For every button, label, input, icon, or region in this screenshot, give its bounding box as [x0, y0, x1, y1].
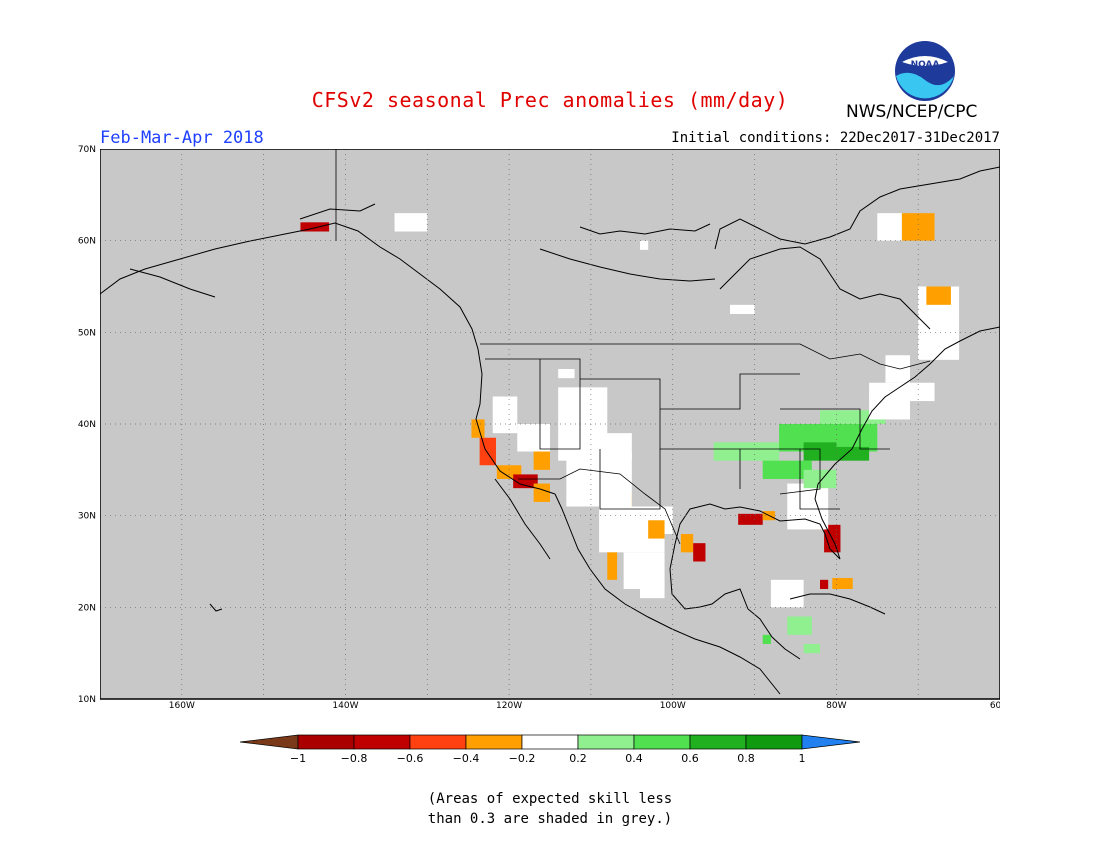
lat-tick-label: 40N [78, 420, 96, 430]
anomaly-region [713, 442, 780, 461]
colorbar-tick-label: 0.2 [569, 752, 587, 765]
lat-tick-label: 70N [78, 145, 96, 155]
lon-tick-label: 100W [660, 701, 686, 709]
colorbar-box [409, 734, 467, 750]
anomaly-region [869, 396, 910, 420]
anomaly-region [517, 424, 550, 452]
anomaly-region [640, 579, 665, 599]
anomaly-region [607, 552, 618, 580]
skill-note-line1: (Areas of expected skill less [427, 791, 673, 807]
anomaly-region [558, 369, 575, 379]
anomaly-region [762, 460, 812, 479]
colorbar-low-triangle [239, 734, 299, 750]
anomaly-region [926, 286, 951, 305]
anomaly-region [770, 579, 804, 608]
anomaly-region [832, 578, 853, 589]
lat-tick-label: 20N [78, 603, 96, 613]
colorbar-box [297, 734, 355, 750]
colorbar-tick-label: 0.4 [625, 752, 643, 765]
map-frame [100, 149, 1000, 700]
colorbar-tick-label: −0.8 [341, 752, 368, 765]
lat-lon-grid [100, 149, 1000, 699]
colorbar: −1 −0.8 −0.6 −0.4 −0.2 0.2 0.4 0.6 0.8 1 [239, 734, 861, 765]
colorbar-tick-label: 0.6 [681, 752, 699, 765]
logo-text: NOAA [911, 60, 940, 70]
colorbar-box [465, 734, 523, 750]
lon-tick-label: 120W [496, 701, 522, 709]
lat-tick-label: 50N [78, 328, 96, 338]
season-label: Feb-Mar-Apr 2018 [100, 128, 264, 148]
anomaly-region [803, 644, 820, 654]
agency-label: NWS/NCEP/CPC [846, 102, 978, 122]
anomaly-region [533, 451, 550, 470]
anomaly-region [566, 451, 632, 507]
anomaly-region [730, 304, 755, 314]
colorbar-tick-label: 0.8 [737, 752, 755, 765]
anomaly-regions [300, 213, 960, 654]
colorbar-box [745, 734, 803, 750]
lon-tick-label: 160W [169, 701, 195, 709]
initial-conditions: Initial conditions: 22Dec2017-31Dec2017 [671, 130, 1000, 146]
colorbar-box [577, 734, 635, 750]
lat-tick-label: 10N [78, 695, 96, 705]
political-borders [335, 149, 931, 545]
colorbar-tick-label: 1 [799, 752, 806, 765]
lat-tick-label: 30N [78, 512, 96, 522]
precip-anomaly-map: 160W 140W 120W 100W 80W 60W [100, 149, 1000, 709]
anomaly-region [901, 213, 935, 241]
anomaly-region [693, 543, 706, 562]
anomaly-region [885, 355, 910, 383]
colorbar-high-triangle [801, 734, 861, 750]
anomaly-region [558, 387, 608, 461]
anomaly-region [787, 616, 812, 635]
lat-axis-labels: 70N 60N 50N 40N 30N 20N 10N [78, 145, 96, 705]
colorbar-labels: −1 −0.8 −0.6 −0.4 −0.2 0.2 0.4 0.6 0.8 1 [290, 752, 806, 765]
colorbar-box [633, 734, 691, 750]
noaa-logo-icon: NOAA [895, 41, 955, 101]
anomaly-region [513, 474, 538, 489]
page-title: CFSv2 seasonal Prec anomalies (mm/day) [311, 88, 789, 112]
anomaly-region [471, 419, 485, 438]
coastlines [100, 166, 1000, 695]
colorbar-tick-label: −0.6 [397, 752, 424, 765]
anomaly-region [680, 534, 694, 553]
anomaly-region [738, 513, 763, 525]
anomaly-region [492, 396, 518, 434]
skill-note-line2: than 0.3 are shaded in grey.) [427, 811, 673, 827]
colorbar-tick-label: −0.2 [509, 752, 536, 765]
anomaly-region [820, 579, 829, 589]
colorbar-tick-label: −0.4 [453, 752, 480, 765]
colorbar-box [689, 734, 747, 750]
lon-tick-label: 80W [826, 701, 846, 709]
anomaly-region [533, 483, 550, 502]
lon-tick-label: 60W [990, 701, 1000, 709]
colorbar-classes [239, 734, 861, 750]
anomaly-region [648, 520, 665, 539]
anomaly-region [877, 213, 902, 241]
anomaly-region [640, 240, 649, 250]
anomaly-region [394, 213, 428, 232]
anomaly-region [762, 634, 771, 644]
anomaly-region [300, 222, 330, 232]
anomaly-region [787, 483, 829, 530]
colorbar-tick-label: −1 [290, 752, 306, 765]
lat-tick-label: 60N [78, 237, 96, 247]
lon-tick-label: 140W [332, 701, 358, 709]
colorbar-box [521, 734, 579, 750]
colorbar-box [353, 734, 411, 750]
